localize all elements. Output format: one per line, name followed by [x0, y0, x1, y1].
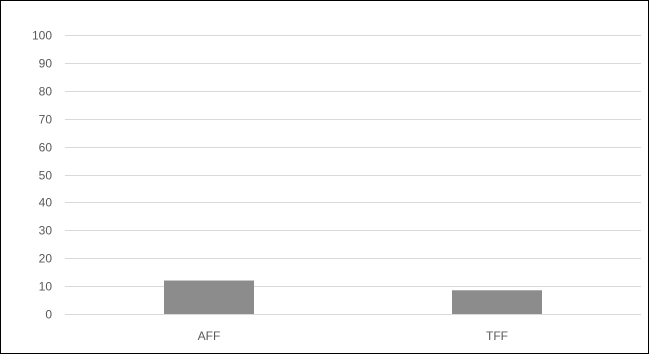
y-tick-label-80: 80	[39, 85, 53, 99]
y-tick-label-70: 70	[39, 113, 53, 127]
y-tick-label-60: 60	[39, 141, 53, 155]
y-tick-label-90: 90	[39, 57, 53, 71]
bars	[164, 280, 542, 314]
y-axis-tick-labels: 0 10 20 30 40 50 60 70 80 90 100	[32, 29, 52, 322]
x-axis-tick-labels: AFF TFF	[198, 329, 508, 343]
y-tick-label-30: 30	[39, 224, 53, 238]
y-tick-label-40: 40	[39, 196, 53, 210]
gridlines	[65, 35, 641, 315]
y-tick-label-100: 100	[32, 29, 52, 43]
x-tick-label-tff: TFF	[486, 329, 508, 343]
x-tick-label-aff: AFF	[198, 329, 221, 343]
y-tick-label-50: 50	[39, 169, 53, 183]
bar-tff	[452, 290, 542, 314]
y-tick-label-20: 20	[39, 252, 53, 266]
bar-aff	[164, 280, 254, 314]
y-tick-label-10: 10	[39, 280, 53, 294]
y-tick-label-0: 0	[45, 308, 52, 322]
